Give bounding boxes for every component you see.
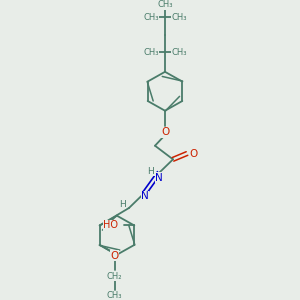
Text: CH₃: CH₃ (171, 13, 187, 22)
Text: CH₃: CH₃ (143, 13, 159, 22)
Text: CH₃: CH₃ (107, 291, 122, 300)
Text: HO: HO (103, 220, 118, 230)
Text: H: H (118, 200, 125, 208)
Text: O: O (190, 148, 198, 158)
Text: CH₂: CH₂ (107, 272, 122, 280)
Text: N: N (141, 191, 149, 201)
Text: O: O (161, 127, 169, 137)
Text: CH₃: CH₃ (143, 48, 159, 57)
Text: O: O (111, 250, 119, 261)
Text: H: H (148, 167, 154, 176)
Text: N: N (155, 173, 163, 183)
Text: CH₃: CH₃ (171, 48, 187, 57)
Text: CH₃: CH₃ (157, 0, 173, 9)
